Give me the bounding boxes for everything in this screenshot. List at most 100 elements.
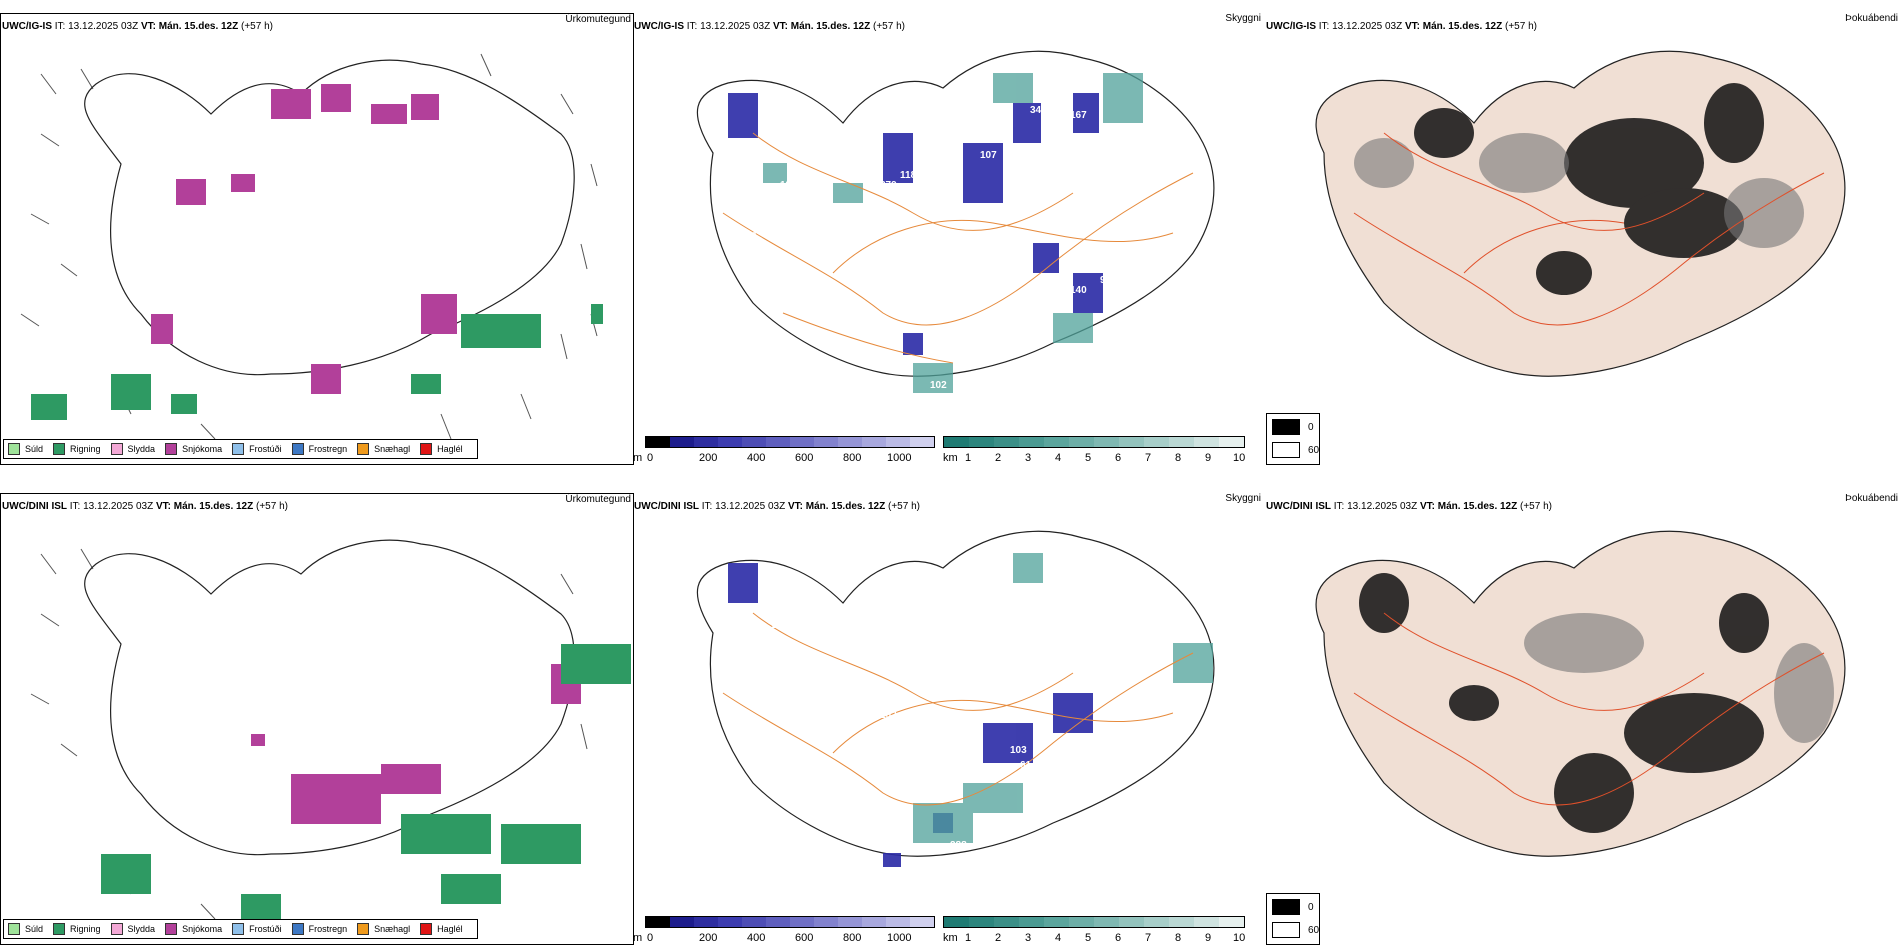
cb-m-tick: 1000 [887,932,912,944]
cb-cell [838,917,862,927]
legend-swatch [291,443,304,455]
cb-m-tick: 0 [647,932,654,944]
cb-km-tick: 7 [1145,452,1152,464]
legend-item-snaehagl: Snæhagl [357,443,410,455]
visibility-labels-top: 104 257 134 190 379 164 215 349 167 40 1… [700,90,1200,391]
legend-swatch [357,923,370,935]
cb-cell [1194,437,1219,447]
cb-cell [994,437,1019,447]
legend-item-rigning: Rigning [53,923,101,935]
cb-cell [1094,437,1119,447]
row-header-visibility-top: UWC/IG-IS IT: 13.12.2025 03Z VT: Mán. 15… [634,21,905,32]
cb-km-tick: 1 [965,452,972,464]
cb-km-tick: 10 [1233,452,1246,464]
cb-km-tick: 3 [1025,932,1032,944]
fog-legend-item: 60 [1272,922,1319,938]
colorbar-km-unit: km [943,452,958,464]
colorbar-m: m 0 200 400 600 800 1000 [633,436,943,466]
cb-km-tick: 1 [965,932,972,944]
cb-km-tick: 9 [1205,452,1212,464]
vis-label: 288 [950,840,967,851]
cb-km-tick: 6 [1115,452,1122,464]
cb-cell [994,917,1019,927]
legend-swatch [165,923,178,935]
cb-km-tick: 5 [1085,452,1092,464]
fog-swatch [1272,442,1300,458]
cb-cell [670,437,694,447]
cb-cell [718,917,742,927]
fog-swatch [1272,419,1300,435]
colorbar-km: km 1 2 3 4 5 6 7 8 9 10 [943,436,1263,466]
legend-swatch [8,923,20,935]
cb-cell [886,917,910,927]
legend-swatch [53,443,66,455]
vis-label: 107 [980,150,997,161]
cb-cell [886,437,910,447]
colorbar-m-strip [645,916,935,928]
cb-km-tick: 4 [1055,452,1062,464]
colorbar-m-unit: m [633,452,643,464]
cb-cell [910,917,934,927]
vis-label: 90 [1100,275,1112,286]
vis-label: 21 [1040,590,1052,601]
cb-m-tick: 1000 [887,452,912,464]
cb-cell [766,917,790,927]
cb-cell [646,917,670,927]
cb-cell [969,437,994,447]
colorbar-m-strip [645,436,935,448]
legend-item-frostudi: Frostúði [232,923,282,935]
vis-label: 103 [1010,745,1027,756]
vis-label: 257 [770,230,787,241]
vis-label: 134 [810,220,827,231]
vis-label: 215 [990,105,1007,116]
legend-item-frostregn: Frostregn [291,443,347,455]
cb-cell [1069,917,1094,927]
legend-item-frostudi: Frostúði [232,443,282,455]
cb-cell [1144,437,1169,447]
legend-item-snaehagl: Snæhagl [357,923,410,935]
vis-label: 81 [1100,755,1112,766]
vis-label: 164 [940,130,957,141]
cb-cell [944,917,969,927]
fog-swatch [1272,899,1300,915]
cb-m-tick: 400 [747,452,766,464]
legend-item-snjokoma: Snjókoma [165,923,222,935]
visibility-labels-bottom: 123 92 21 102 103 61 81 69 288 187 58 70… [700,570,1200,890]
cb-cell [1069,437,1094,447]
cb-m-tick: 800 [843,452,862,464]
vis-label: 190 [780,180,797,191]
cb-cell [790,917,814,927]
vis-label: 118 [900,170,917,181]
legend-item-slydda: Slydda [110,923,155,935]
fog-legend-item: 0 [1272,419,1314,435]
legend-swatch [53,923,66,935]
cb-m-tick: 400 [747,932,766,944]
vis-label: 40 [1000,125,1012,136]
cb-cell [1169,917,1194,927]
cb-cell [969,917,994,927]
row-header-fog-bottom: UWC/DINI ISL IT: 13.12.2025 03Z VT: Mán.… [1266,501,1552,512]
legend-swatch [232,443,245,455]
cb-cell [670,917,694,927]
cb-m-tick: 200 [699,932,718,944]
cb-cell [694,917,718,927]
cb-km-tick: 9 [1205,932,1212,944]
cb-km-tick: 3 [1025,452,1032,464]
visibility-title: Skyggni [1225,493,1261,504]
cb-cell [862,437,886,447]
vis-label: 70 [1170,710,1182,721]
legend-swatch [420,443,433,455]
precip-type-title: Úrkomutegund [565,14,631,25]
vis-label: 120 [1110,810,1127,821]
cb-m-tick: 600 [795,932,814,944]
legend-item-sudl: Súld [8,923,43,935]
vis-label: 115 [875,265,892,276]
cb-km-tick: 8 [1175,932,1182,944]
cb-cell [1119,437,1144,447]
precip-type-title: Úrkomutegund [565,494,631,505]
cb-cell [862,917,886,927]
fog-legend-item: 60 [1272,442,1319,458]
vis-label: 100 [990,240,1007,251]
vis-label: 70 [920,860,932,871]
vis-label: 187 [980,850,997,861]
